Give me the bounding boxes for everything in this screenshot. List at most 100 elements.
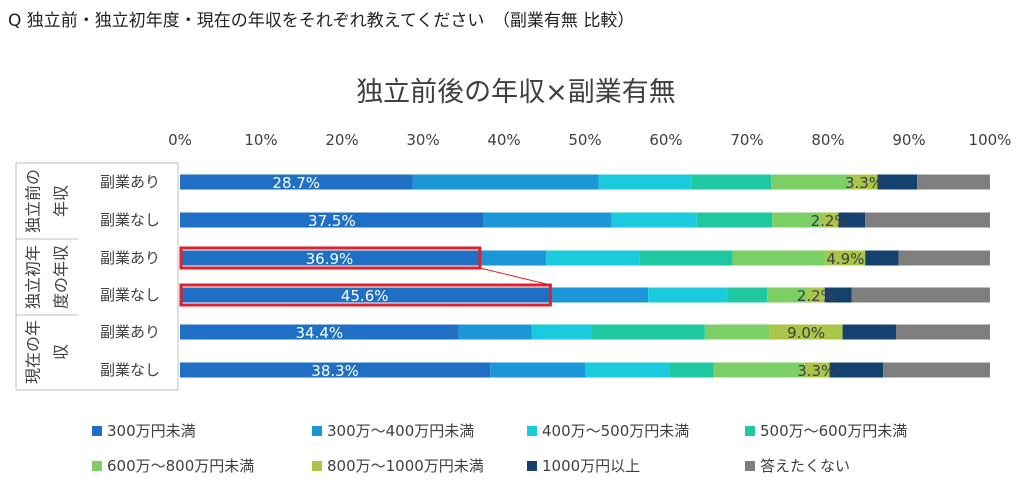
data-label: 2.2%	[811, 212, 849, 230]
data-label: 38.3%	[311, 362, 359, 380]
bar-segment	[639, 250, 733, 266]
legend-item: 300万～400万円未満	[312, 420, 474, 441]
data-label: 9.0%	[787, 324, 825, 342]
chart-legend: 300万円未満 300万～400万円未満 400万～500万円未満 500万～600万…	[0, 412, 1032, 492]
bar-segment	[531, 324, 592, 340]
highlight-box	[179, 283, 552, 307]
bar-segment	[883, 362, 990, 378]
x-tick-label: 20%	[325, 131, 358, 149]
bar-segment	[767, 287, 807, 303]
legend-item: 1000万円以上	[527, 455, 640, 476]
x-tick-label: 40%	[487, 131, 520, 149]
bar-segment	[865, 250, 899, 266]
row-category-label: 副業あり	[100, 173, 160, 191]
bar-segment	[549, 287, 649, 303]
x-tick-label: 70%	[730, 131, 763, 149]
data-label: 28.7%	[272, 174, 320, 192]
legend-label: 400万～500万円未満	[542, 422, 690, 440]
legend-label: 600万～800万円未満	[107, 457, 255, 475]
bar-segment	[648, 287, 728, 303]
row-category-label: 副業なし	[100, 361, 160, 379]
bar-segment	[772, 212, 821, 228]
bar-segment	[483, 212, 612, 228]
group-label: 年収	[52, 185, 71, 217]
bar-segment	[732, 250, 826, 266]
bar-segment	[850, 174, 878, 190]
legend-swatch	[92, 425, 102, 436]
bar-segment	[458, 324, 532, 340]
legend-label: 800万～1000万円未満	[327, 457, 484, 475]
legend-swatch	[527, 460, 537, 471]
bar-segment	[877, 174, 918, 190]
bar-segment	[802, 362, 830, 378]
bar-segment	[713, 362, 803, 378]
x-tick-label: 0%	[168, 131, 192, 149]
chart-title: 独立前後の年収×副業有無	[356, 77, 676, 108]
data-label: 3.3%	[797, 362, 835, 380]
bar-segment	[180, 212, 484, 228]
bar-segment	[691, 174, 772, 190]
bar-segment	[896, 324, 990, 340]
data-label: 2.2%	[797, 287, 835, 305]
legend-swatch	[92, 460, 102, 471]
bar-segment	[769, 324, 843, 340]
bar-segment	[825, 250, 866, 266]
data-label: 34.4%	[295, 324, 343, 342]
bar-segment	[412, 174, 599, 190]
legend-label: 300万～400万円未満	[327, 422, 475, 440]
stacked-bar-chart: 0% 10% 20% 30% 40% 50% 60% 70% 80% 90% 100% 独立前の 年収独…	[15, 131, 1012, 391]
x-tick-label: 80%	[811, 131, 844, 149]
legend-label: 500万～600万円未満	[760, 422, 908, 440]
highlight-box	[179, 246, 482, 270]
legend-label: 1000万円以上	[542, 457, 641, 475]
legend-swatch	[312, 425, 322, 436]
bar-segment	[696, 212, 773, 228]
bar-segment	[838, 212, 866, 228]
legend-item: 300万円未満	[92, 420, 196, 441]
legend-swatch	[312, 460, 322, 471]
bar-segment	[546, 250, 640, 266]
legend-item: 600万～800万円未満	[92, 455, 254, 476]
bar-segment	[727, 287, 768, 303]
bar-segment	[842, 324, 897, 340]
legend-swatch	[527, 425, 537, 436]
bar-segment	[820, 212, 839, 228]
legend-item: 500万～600万円未満	[745, 420, 907, 441]
bar-segment	[670, 362, 714, 378]
row-category-label: 副業なし	[100, 211, 160, 229]
legend-item: 400万～500万円未満	[527, 420, 689, 441]
bar-segment	[898, 250, 990, 266]
legend-item: 答えたくない	[745, 455, 850, 476]
legend-label: 答えたくない	[760, 457, 851, 475]
x-tick-label: 60%	[649, 131, 682, 149]
bar-segment	[585, 362, 671, 378]
bar-segment	[771, 174, 851, 190]
data-label: 36.9%	[306, 250, 354, 268]
data-label: 45.6%	[341, 287, 389, 305]
group-label: 独立前の	[24, 169, 43, 233]
row-category-label: 副業あり	[100, 323, 160, 341]
x-tick-label: 90%	[892, 131, 925, 149]
bar-segment	[829, 362, 884, 378]
bar-segment	[180, 324, 459, 340]
bar-segment	[180, 174, 413, 190]
bar-segment	[806, 287, 825, 303]
bar-segment	[851, 287, 990, 303]
bar-segment	[917, 174, 990, 190]
legend-label: 300万円未満	[107, 422, 196, 440]
data-label: 3.3%	[845, 174, 883, 192]
legend-swatch	[745, 425, 755, 436]
row-category-label: 副業なし	[100, 286, 160, 304]
bar-segment	[704, 324, 770, 340]
x-tick-label: 10%	[244, 131, 277, 149]
highlight-connector	[479, 267, 551, 286]
x-tick-label: 50%	[568, 131, 601, 149]
x-tick-label: 100%	[969, 131, 1012, 149]
bar-segment	[611, 212, 697, 228]
bar-segment	[180, 362, 491, 378]
bar-segment	[598, 174, 692, 190]
bar-segment	[490, 362, 585, 378]
data-label: 4.9%	[826, 250, 864, 268]
group-label: 現在の年	[24, 320, 43, 384]
